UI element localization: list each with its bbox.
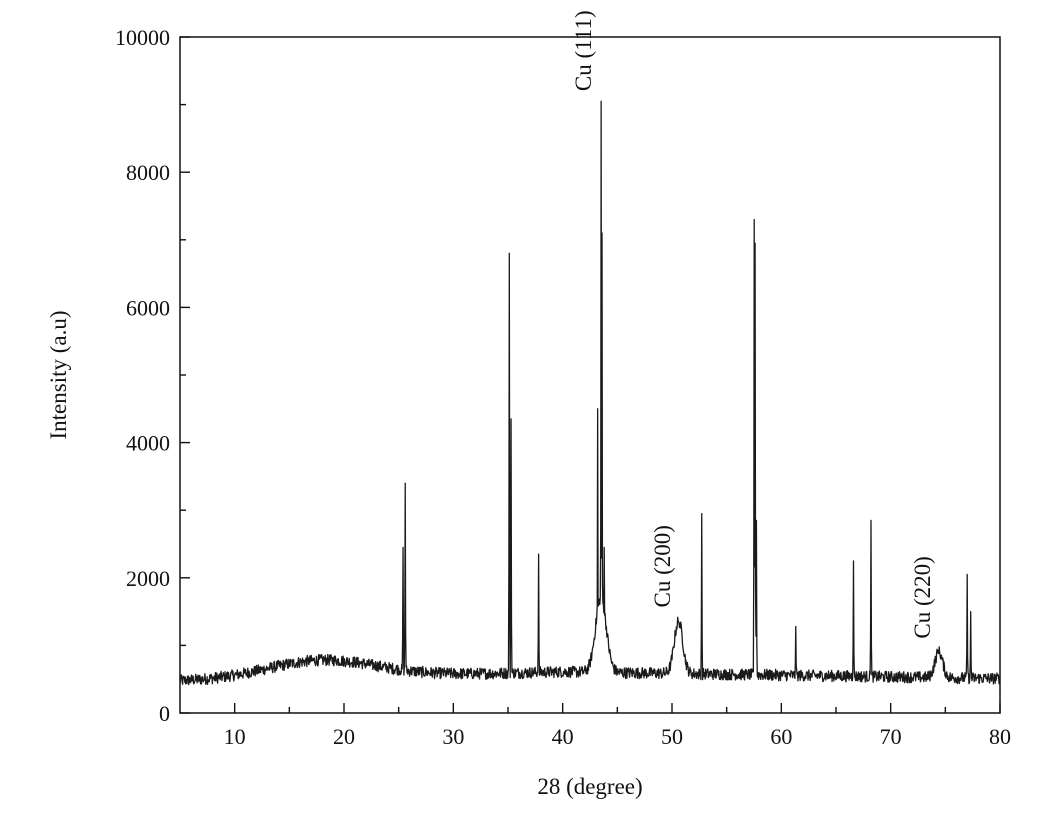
- y-axis-title: Intensity (a.u): [46, 310, 71, 439]
- x-tick-label: 40: [552, 724, 574, 749]
- x-axis-title: 28 (degree): [537, 774, 642, 799]
- x-tick-label: 20: [333, 724, 355, 749]
- peak-annotation: Cu (200): [650, 525, 675, 607]
- peak-annotation: Cu (111): [571, 10, 596, 91]
- y-tick-label: 6000: [126, 295, 170, 320]
- y-tick-label: 10000: [115, 25, 170, 50]
- x-tick-label: 70: [880, 724, 902, 749]
- x-tick-label: 50: [661, 724, 683, 749]
- y-tick-label: 0: [159, 701, 170, 726]
- y-tick-label: 8000: [126, 160, 170, 185]
- peak-annotations: Cu (111) Cu (200) Cu (220): [571, 10, 935, 638]
- x-tick-label: 10: [224, 724, 246, 749]
- x-axis-ticks: 10 20 30 40 50 60 70 80: [224, 703, 1011, 749]
- plot-frame: [179, 36, 1001, 714]
- peak-annotation: Cu (220): [910, 556, 935, 638]
- y-tick-label: 4000: [126, 431, 170, 456]
- x-tick-label: 80: [989, 724, 1011, 749]
- x-tick-label: 30: [442, 724, 464, 749]
- y-tick-label: 2000: [126, 566, 170, 591]
- xrd-pattern-line: [179, 100, 1001, 686]
- x-tick-label: 60: [770, 724, 792, 749]
- y-axis-ticks: 0 2000 4000 6000 8000 10000: [115, 25, 190, 726]
